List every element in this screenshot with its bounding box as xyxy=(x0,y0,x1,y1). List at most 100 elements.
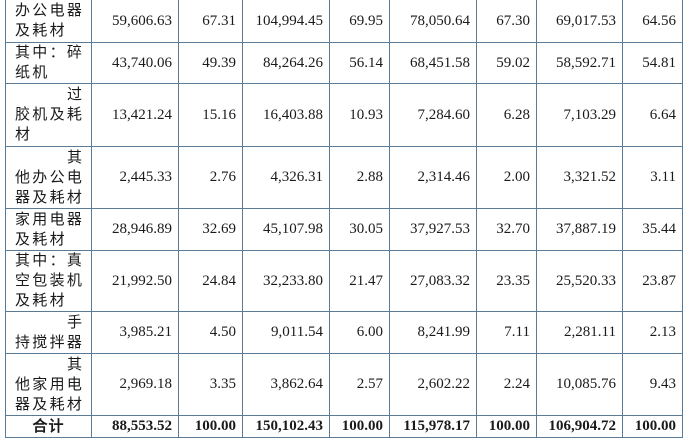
percentage-cell: 2.88 xyxy=(329,146,390,209)
row-label: 手持搅拌器 xyxy=(15,314,85,351)
amount-cell: 4,326.31 xyxy=(242,146,330,209)
amount-cell: 25,520.33 xyxy=(536,250,623,312)
row-label-cell: 其中：碎纸机 xyxy=(5,42,92,84)
percentage-cell: 7.11 xyxy=(476,311,537,354)
table-row: 办公电器及耗材 59,606.63 67.31 104,994.45 69.95 78,0… xyxy=(5,0,683,43)
table-row: 其中：真空包装机及耗材 21,992.50 24.84 32,233.80 21.47 2… xyxy=(5,250,683,312)
row-label: 家用电器及耗材 xyxy=(15,211,85,248)
row-label: 其中：真空包装机及耗材 xyxy=(15,253,85,309)
table-row: 过胶机及耗材 13,421.24 15.16 16,403.88 10.93 7,284.… xyxy=(5,83,683,147)
amount-cell: 2,281.11 xyxy=(536,311,623,354)
amount-cell: 58,592.71 xyxy=(536,42,623,84)
percentage-cell: 3.35 xyxy=(178,353,243,416)
amount-cell: 27,083.32 xyxy=(389,250,477,312)
percentage-cell: 2.13 xyxy=(622,311,683,354)
amount-cell: 9,011.54 xyxy=(242,311,330,354)
percentage-cell: 23.87 xyxy=(622,250,683,312)
amount-cell: 69,017.53 xyxy=(536,0,623,43)
amount-cell: 37,887.19 xyxy=(536,208,623,251)
percentage-cell: 6.00 xyxy=(329,311,390,354)
row-label-cell: 家用电器及耗材 xyxy=(5,208,92,251)
amount-cell: 10,085.76 xyxy=(536,353,623,416)
percentage-cell: 3.11 xyxy=(622,146,683,209)
table-row: 手持搅拌器 3,985.21 4.50 9,011.54 6.00 8,241.99 7.1… xyxy=(5,311,683,354)
amount-cell: 13,421.24 xyxy=(91,83,179,147)
table-row: 其中：碎纸机 43,740.06 49.39 84,264.26 56.14 68,451… xyxy=(5,42,683,84)
amount-cell: 106,904.72 xyxy=(536,415,623,438)
amount-cell: 84,264.26 xyxy=(242,42,330,84)
table-row: 其他办公电器及耗材 2,445.33 2.76 4,326.31 2.88 2,314.4… xyxy=(5,146,683,209)
amount-cell: 28,946.89 xyxy=(91,208,179,251)
amount-cell: 21,992.50 xyxy=(91,250,179,312)
amount-cell: 150,102.43 xyxy=(242,415,330,438)
amount-cell: 2,602.22 xyxy=(389,353,477,416)
amount-cell: 2,969.18 xyxy=(91,353,179,416)
percentage-cell: 10.93 xyxy=(329,83,390,147)
amount-cell: 32,233.80 xyxy=(242,250,330,312)
percentage-cell: 69.95 xyxy=(329,0,390,43)
percentage-cell: 24.84 xyxy=(178,250,243,312)
amount-cell: 8,241.99 xyxy=(389,311,477,354)
percentage-cell: 23.35 xyxy=(476,250,537,312)
amount-cell: 59,606.63 xyxy=(91,0,179,43)
percentage-cell: 30.05 xyxy=(329,208,390,251)
percentage-cell: 100.00 xyxy=(476,415,537,438)
amount-cell: 115,978.17 xyxy=(389,415,477,438)
percentage-cell: 32.70 xyxy=(476,208,537,251)
amount-cell: 88,553.52 xyxy=(91,415,179,438)
row-label-cell: 其他家用电器及耗材 xyxy=(5,353,92,416)
percentage-cell: 100.00 xyxy=(622,415,683,438)
amount-cell: 104,994.45 xyxy=(242,0,330,43)
percentage-cell: 6.28 xyxy=(476,83,537,147)
amount-cell: 3,321.52 xyxy=(536,146,623,209)
percentage-cell: 35.44 xyxy=(622,208,683,251)
percentage-cell: 2.24 xyxy=(476,353,537,416)
percentage-cell: 4.50 xyxy=(178,311,243,354)
row-label: 其他办公电器及耗材 xyxy=(15,149,85,206)
percentage-cell: 56.14 xyxy=(329,42,390,84)
percentage-cell: 2.00 xyxy=(476,146,537,209)
row-label: 办公电器及耗材 xyxy=(15,3,85,39)
amount-cell: 7,284.60 xyxy=(389,83,477,147)
percentage-cell: 100.00 xyxy=(178,415,243,438)
amount-cell: 78,050.64 xyxy=(389,0,477,43)
amount-cell: 45,107.98 xyxy=(242,208,330,251)
total-row: 合计 88,553.52 100.00 150,102.43 100.00 115,978… xyxy=(5,415,683,438)
table-row: 其他家用电器及耗材 2,969.18 3.35 3,862.64 2.57 2,602.2… xyxy=(5,353,683,416)
row-label-cell: 其中：真空包装机及耗材 xyxy=(5,250,92,312)
amount-cell: 7,103.29 xyxy=(536,83,623,147)
row-label: 其中：碎纸机 xyxy=(15,45,85,81)
percentage-cell: 32.69 xyxy=(178,208,243,251)
amount-cell: 3,985.21 xyxy=(91,311,179,354)
amount-cell: 2,314.46 xyxy=(389,146,477,209)
amount-cell: 2,445.33 xyxy=(91,146,179,209)
row-label-cell: 手持搅拌器 xyxy=(5,311,92,354)
percentage-cell: 2.76 xyxy=(178,146,243,209)
percentage-cell: 67.31 xyxy=(178,0,243,43)
table-row: 家用电器及耗材 28,946.89 32.69 45,107.98 30.05 37,92… xyxy=(5,208,683,251)
percentage-cell: 54.81 xyxy=(622,42,683,84)
amount-cell: 37,927.53 xyxy=(389,208,477,251)
percentage-cell: 15.16 xyxy=(178,83,243,147)
amount-cell: 43,740.06 xyxy=(91,42,179,84)
row-label-cell: 其他办公电器及耗材 xyxy=(5,146,92,209)
row-label-cell: 过胶机及耗材 xyxy=(5,83,92,147)
percentage-cell: 64.56 xyxy=(622,0,683,43)
row-label-cell: 办公电器及耗材 xyxy=(5,0,92,43)
row-label-cell: 合计 xyxy=(5,415,92,438)
percentage-cell: 21.47 xyxy=(329,250,390,312)
percentage-cell: 67.30 xyxy=(476,0,537,43)
row-label: 合计 xyxy=(32,418,65,435)
amount-cell: 16,403.88 xyxy=(242,83,330,147)
row-label: 其他家用电器及耗材 xyxy=(15,356,85,413)
percentage-cell: 59.02 xyxy=(476,42,537,84)
percentage-cell: 6.64 xyxy=(622,83,683,147)
percentage-cell: 49.39 xyxy=(178,42,243,84)
row-label: 过胶机及耗材 xyxy=(15,87,85,143)
amount-cell: 68,451.58 xyxy=(389,42,477,84)
percentage-cell: 100.00 xyxy=(329,415,390,438)
percentage-cell: 9.43 xyxy=(622,353,683,416)
sales-breakdown-table: 办公电器及耗材 59,606.63 67.31 104,994.45 69.95 78,0… xyxy=(5,0,683,438)
amount-cell: 3,862.64 xyxy=(242,353,330,416)
percentage-cell: 2.57 xyxy=(329,353,390,416)
